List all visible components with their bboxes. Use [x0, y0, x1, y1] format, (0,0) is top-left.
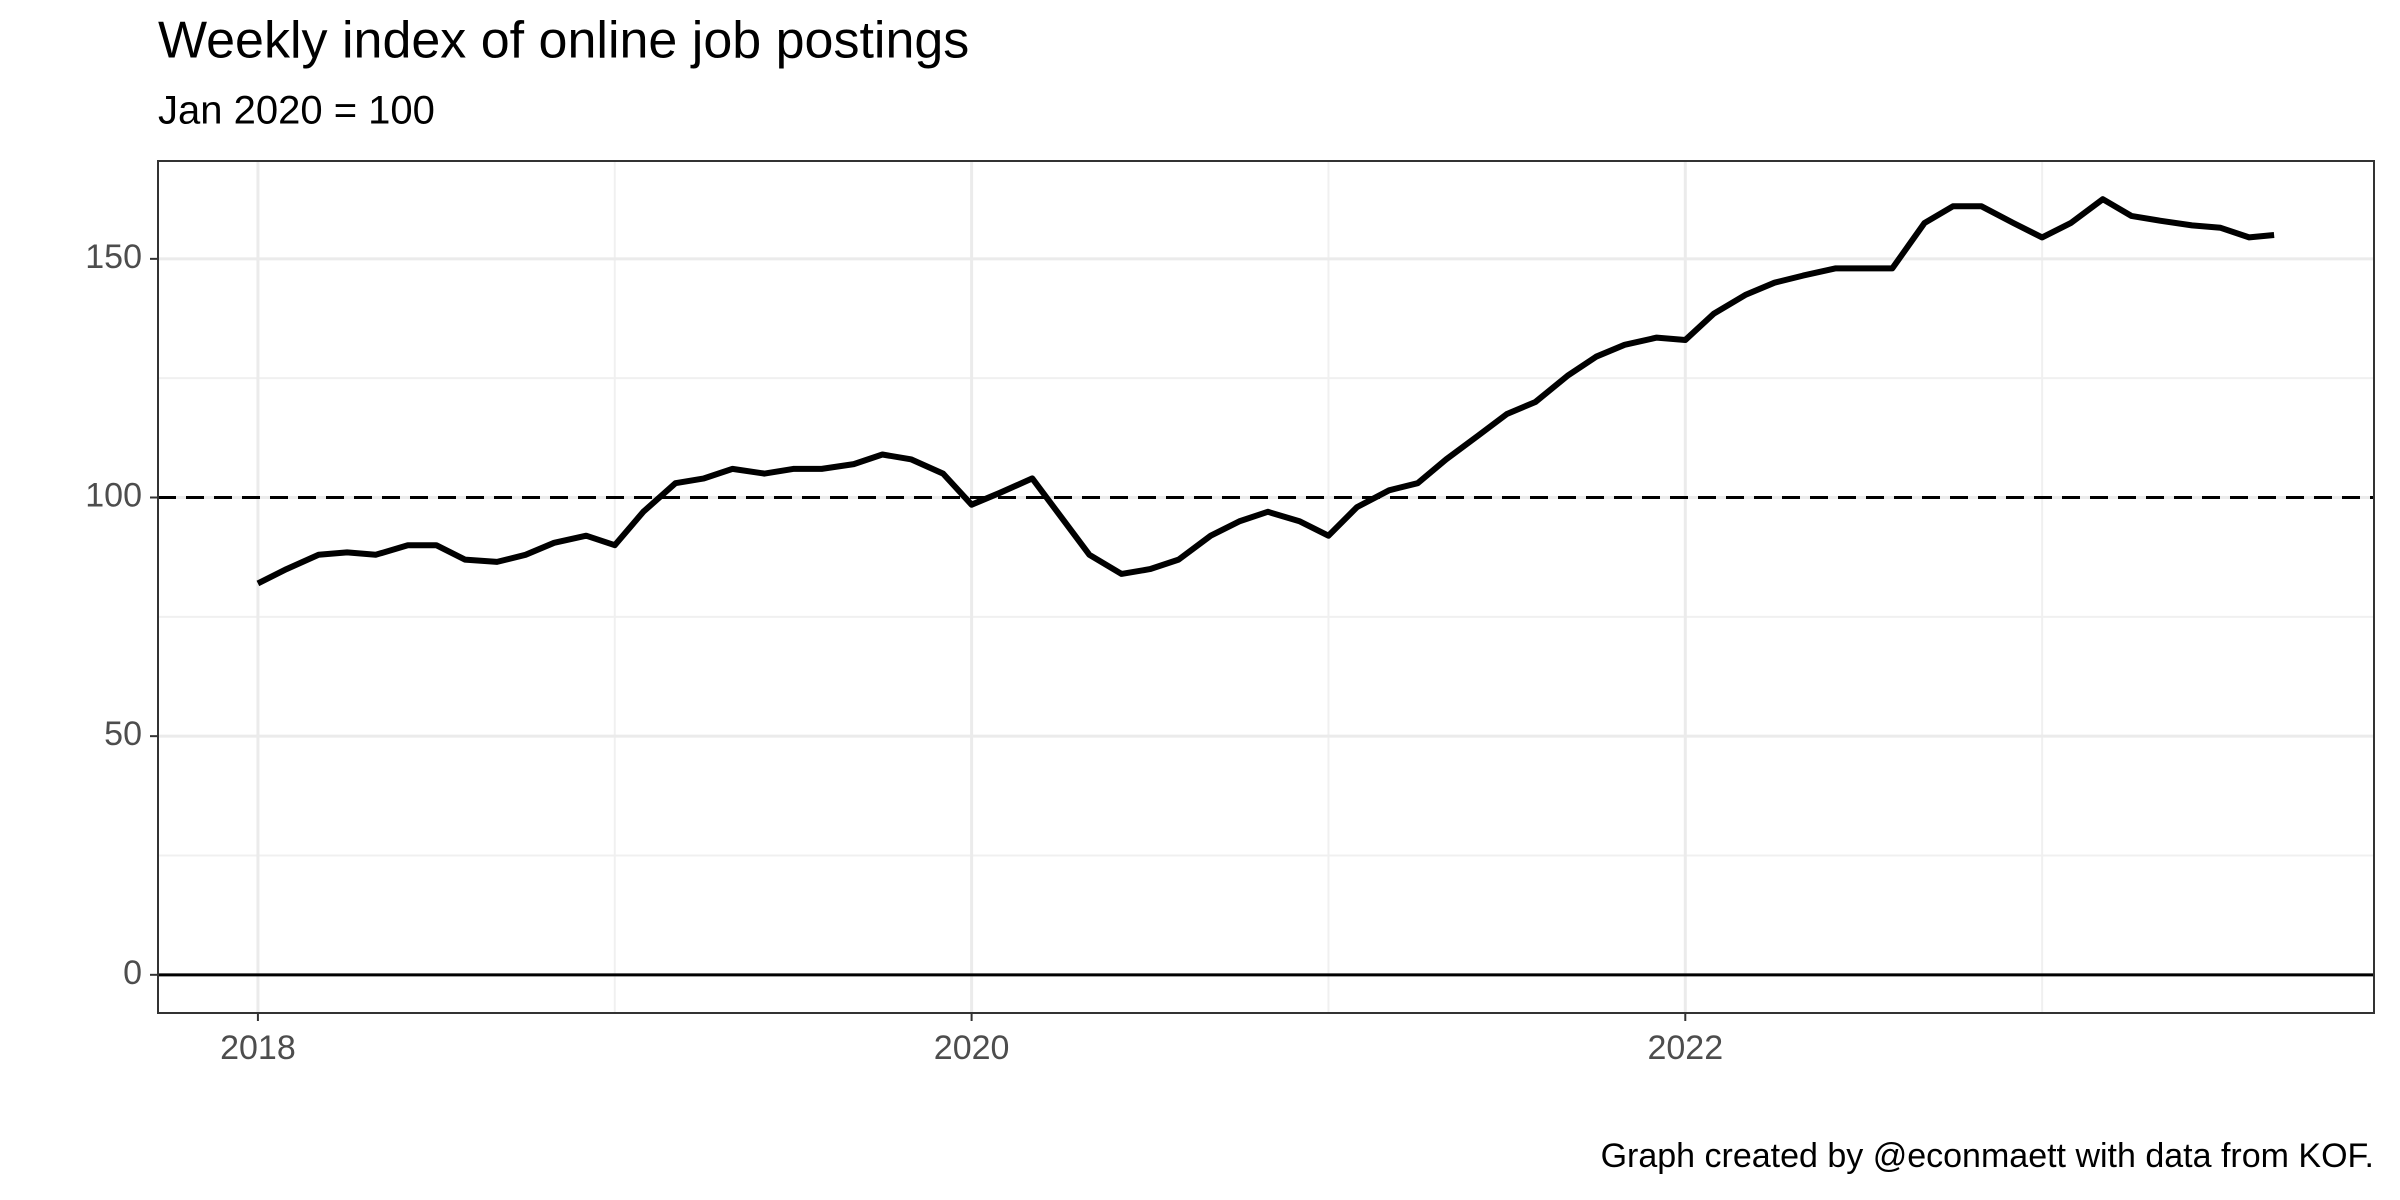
x-tick-label: 2022 [1647, 1029, 1723, 1067]
caption: Graph created by @econmaett with data fr… [1601, 1137, 2374, 1175]
y-tick-label: 150 [85, 238, 142, 276]
y-tick-label: 100 [85, 476, 142, 514]
chart-title: Weekly index of online job postings [158, 12, 969, 70]
x-tick-label: 2020 [934, 1029, 1010, 1067]
y-tick-label: 50 [104, 715, 142, 753]
data-line [256, 196, 2275, 587]
plot-border [157, 160, 2375, 1014]
chart-subtitle: Jan 2020 = 100 [158, 89, 435, 133]
x-tick-label: 2018 [220, 1029, 296, 1067]
y-tick-label: 0 [123, 954, 142, 992]
